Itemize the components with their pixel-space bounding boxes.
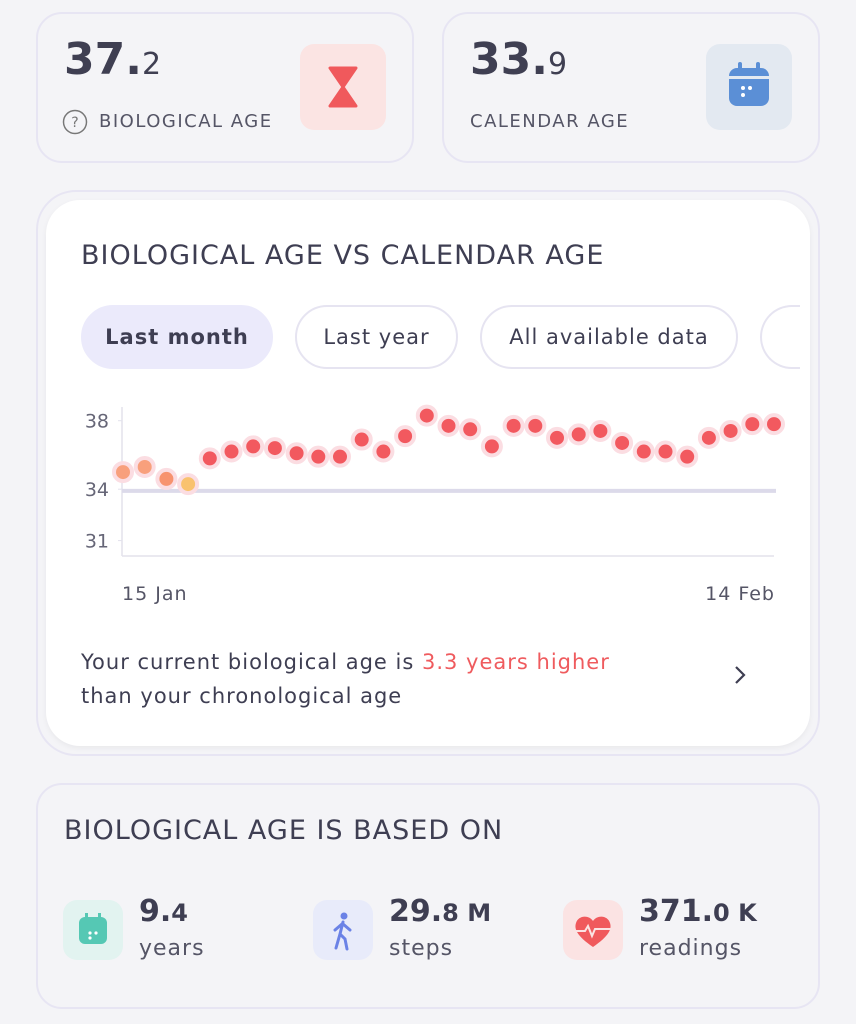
message-text: Your current biological age is <box>81 650 415 674</box>
data-point <box>480 435 503 458</box>
data-point <box>263 437 286 460</box>
chevron[interactable] <box>730 663 750 687</box>
calendar-icon <box>79 913 107 944</box>
value-whole: 33. <box>470 34 548 85</box>
value-fraction: 9 <box>547 47 568 82</box>
data-point <box>502 414 525 437</box>
value-fraction: 8 M <box>442 899 492 927</box>
data-point <box>676 445 699 468</box>
data-point <box>198 447 221 470</box>
data-point <box>524 414 547 437</box>
y-tick-label: 31 <box>85 531 109 553</box>
data-point <box>133 455 156 478</box>
data-point <box>611 431 634 454</box>
data-point <box>654 440 677 463</box>
data-point <box>697 426 720 449</box>
hourglass-icon <box>328 66 358 108</box>
tab[interactable]: Last year <box>295 305 458 369</box>
metric-value: 9.4 <box>139 894 188 929</box>
chart-title: BIOLOGICAL AGE VS CALENDAR AGE <box>81 240 605 271</box>
data-point <box>741 413 764 436</box>
data-point <box>285 442 308 465</box>
walk-icon <box>333 912 352 951</box>
y-tick-label: 34 <box>85 479 109 501</box>
data-point <box>763 413 785 436</box>
card-label: BIOLOGICAL AGE <box>99 111 273 132</box>
chart-card-frame <box>36 190 820 756</box>
data-point <box>372 440 395 463</box>
data-point <box>350 428 373 451</box>
metric-unit: years <box>139 936 205 961</box>
value-whole: 37. <box>64 34 142 85</box>
data-point <box>242 435 265 458</box>
value-whole: 29. <box>389 894 443 929</box>
value-whole: 371. <box>639 894 714 929</box>
chart-message: Your current biological age is 3.3 years… <box>81 645 610 713</box>
metric-unit: steps <box>389 936 454 961</box>
bio-age-card[interactable] <box>36 12 414 163</box>
metric-unit: readings <box>639 936 743 961</box>
message-text: than your chronological age <box>81 684 403 708</box>
data-point <box>632 440 655 463</box>
value-fraction: 4 <box>171 899 188 927</box>
value-whole: 9. <box>139 894 172 929</box>
data-point <box>307 445 330 468</box>
calendar-age-value: 33.9 <box>470 34 567 85</box>
data-point <box>567 423 590 446</box>
data-point <box>394 425 417 448</box>
metric-value: 29.8 M <box>389 894 491 929</box>
tab[interactable]: All available data <box>480 305 738 369</box>
data-point <box>112 461 134 484</box>
x-tick-label: 15 Jan <box>122 583 188 605</box>
data-point <box>415 404 438 427</box>
metric-value: 371.0 K <box>639 894 757 929</box>
data-point <box>719 419 742 442</box>
calendar-icon <box>729 62 769 106</box>
based-on-card <box>36 783 820 1009</box>
data-point <box>437 414 460 437</box>
icon-box <box>313 900 373 960</box>
svg-text:?: ? <box>71 115 78 131</box>
data-point <box>546 426 568 449</box>
data-point <box>329 445 351 468</box>
message-highlight: 3.3 years higher <box>421 650 610 674</box>
value-fraction: 2 <box>141 47 162 82</box>
section-title: BIOLOGICAL AGE IS BASED ON <box>64 815 504 846</box>
calendar-age-card[interactable] <box>442 12 820 163</box>
y-tick-label: 38 <box>85 411 109 433</box>
data-point <box>220 440 243 463</box>
data-point <box>459 418 482 441</box>
data-point <box>589 419 612 442</box>
x-tick-label: 14 Feb <box>705 583 775 605</box>
card-label: CALENDAR AGE <box>470 111 630 132</box>
help-icon[interactable]: ? <box>62 109 88 135</box>
data-point <box>155 467 178 490</box>
bio-age-value: 37.2 <box>64 34 161 85</box>
heart-icon <box>573 916 613 947</box>
value-fraction: 0 K <box>713 899 757 927</box>
data-point <box>177 473 200 496</box>
tab[interactable]: Last month <box>81 305 273 369</box>
